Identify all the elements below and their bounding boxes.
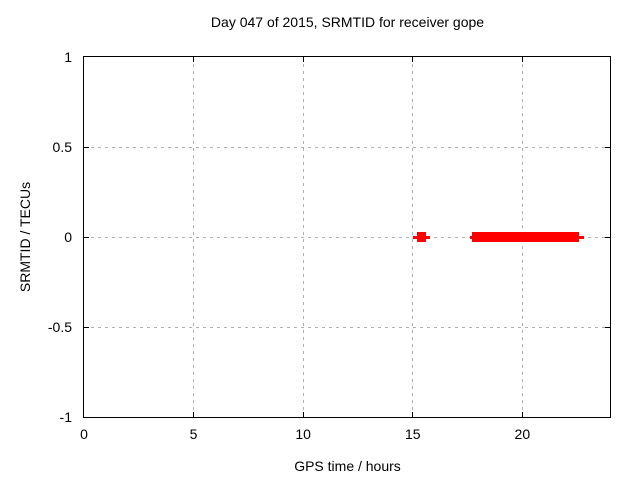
- x-axis-title: GPS time / hours: [294, 458, 401, 474]
- y-tick-left: [84, 326, 89, 328]
- plot-area: [83, 56, 611, 418]
- x-tick-bottom: [302, 412, 304, 417]
- x-tick-bottom: [521, 412, 523, 417]
- y-tick-right: [605, 236, 610, 238]
- data-segment-core: [471, 232, 580, 242]
- x-tick-top: [521, 57, 523, 62]
- x-tick-label: 10: [295, 426, 311, 442]
- y-tick-label: -0.5: [47, 319, 72, 335]
- x-tick-top: [412, 57, 414, 62]
- chart-title: Day 047 of 2015, SRMTID for receiver gop…: [210, 14, 485, 30]
- y-axis-title: SRMTID / TECUs: [17, 181, 33, 293]
- y-tick-left: [84, 236, 89, 238]
- y-tick-left: [84, 146, 89, 148]
- x-tick-bottom: [412, 412, 414, 417]
- h-gridline: [84, 146, 610, 148]
- x-tick-top: [302, 57, 304, 62]
- y-tick-label: 0.5: [52, 139, 72, 155]
- h-gridline: [84, 236, 610, 238]
- y-tick-label: -1: [59, 409, 72, 425]
- x-tick-top: [193, 57, 195, 62]
- x-tick-label: 20: [514, 426, 531, 442]
- x-tick-label: 0: [80, 426, 88, 442]
- x-tick-label: 15: [404, 426, 421, 442]
- x-tick-label: 5: [189, 426, 198, 442]
- h-gridline: [84, 326, 610, 328]
- y-tick-label: 0: [64, 229, 72, 245]
- y-tick-label: 1: [64, 49, 72, 65]
- data-segment-core: [417, 232, 426, 242]
- y-tick-right: [605, 146, 610, 148]
- y-tick-right: [605, 326, 610, 328]
- x-tick-bottom: [193, 412, 195, 417]
